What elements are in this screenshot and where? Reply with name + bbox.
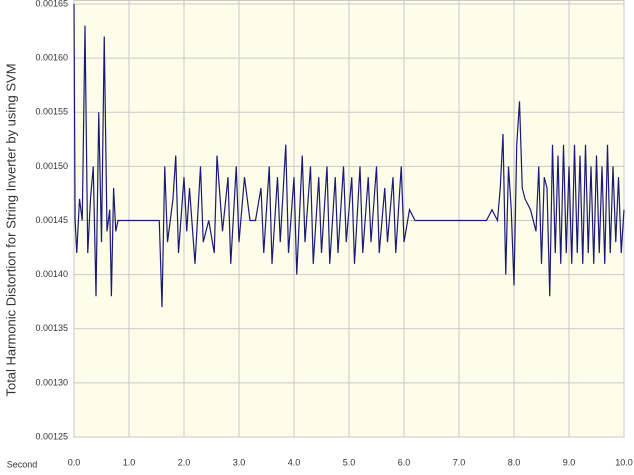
y-tick-label: 0.00135 bbox=[35, 323, 68, 333]
y-tick-label: 0.00165 bbox=[35, 0, 68, 8]
data-line bbox=[73, 3, 625, 308]
y-tick-label: 0.00140 bbox=[35, 269, 68, 279]
x-tick-label: 8.0 bbox=[508, 457, 521, 467]
y-tick-label: 0.00125 bbox=[35, 431, 68, 441]
y-tick-label: 0.00130 bbox=[35, 377, 68, 387]
x-tick-label: 2.0 bbox=[178, 457, 191, 467]
x-tick-label: 7.0 bbox=[453, 457, 466, 467]
y-tick-label: 0.00150 bbox=[35, 161, 68, 171]
y-tick-label: 0.00155 bbox=[35, 107, 68, 117]
x-tick-label: 10.0 bbox=[615, 457, 633, 467]
x-tick-label: 6.0 bbox=[398, 457, 411, 467]
x-tick-label: 0.0 bbox=[68, 457, 81, 467]
x-tick-label: 3.0 bbox=[233, 457, 246, 467]
x-tick-label: 1.0 bbox=[123, 457, 136, 467]
y-tick-label: 0.00160 bbox=[35, 53, 68, 63]
x-tick-label: 4.0 bbox=[288, 457, 301, 467]
x-tick-label: 9.0 bbox=[563, 457, 576, 467]
y-tick-label: 0.00145 bbox=[35, 215, 68, 225]
y-axis-label: Total Harmonic Distortion for String Inv… bbox=[3, 63, 18, 396]
x-axis-label: Second bbox=[7, 459, 38, 469]
x-tick-label: 5.0 bbox=[343, 457, 356, 467]
